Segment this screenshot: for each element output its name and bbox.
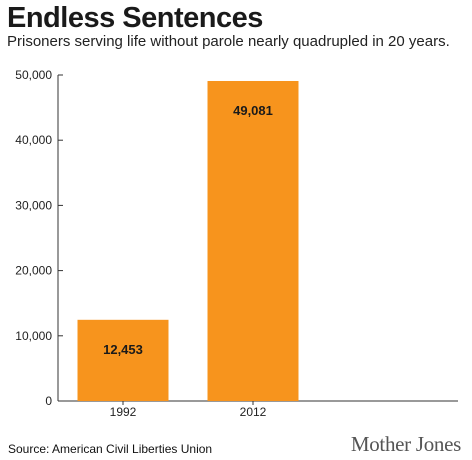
brand-logo: Mother Jones bbox=[350, 432, 461, 456]
chart-subtitle: Prisoners serving life without parole ne… bbox=[7, 33, 450, 50]
bar bbox=[207, 80, 299, 401]
y-tick-label: 40,000 bbox=[15, 133, 52, 147]
bar-value-label: 49,081 bbox=[233, 103, 273, 118]
y-tick-label: 0 bbox=[45, 394, 52, 408]
bar-value-label: 12,453 bbox=[103, 342, 143, 357]
y-tick-label: 20,000 bbox=[15, 264, 52, 278]
y-tick-label: 50,000 bbox=[15, 68, 52, 82]
x-tick-label: 1992 bbox=[110, 405, 137, 419]
x-tick-label: 2012 bbox=[240, 405, 267, 419]
bar bbox=[77, 319, 169, 401]
source-note: Source: American Civil Liberties Union bbox=[8, 442, 213, 456]
chart-title: Endless Sentences bbox=[7, 2, 263, 34]
y-tick-label: 30,000 bbox=[15, 198, 52, 212]
y-tick-label: 10,000 bbox=[15, 329, 52, 343]
